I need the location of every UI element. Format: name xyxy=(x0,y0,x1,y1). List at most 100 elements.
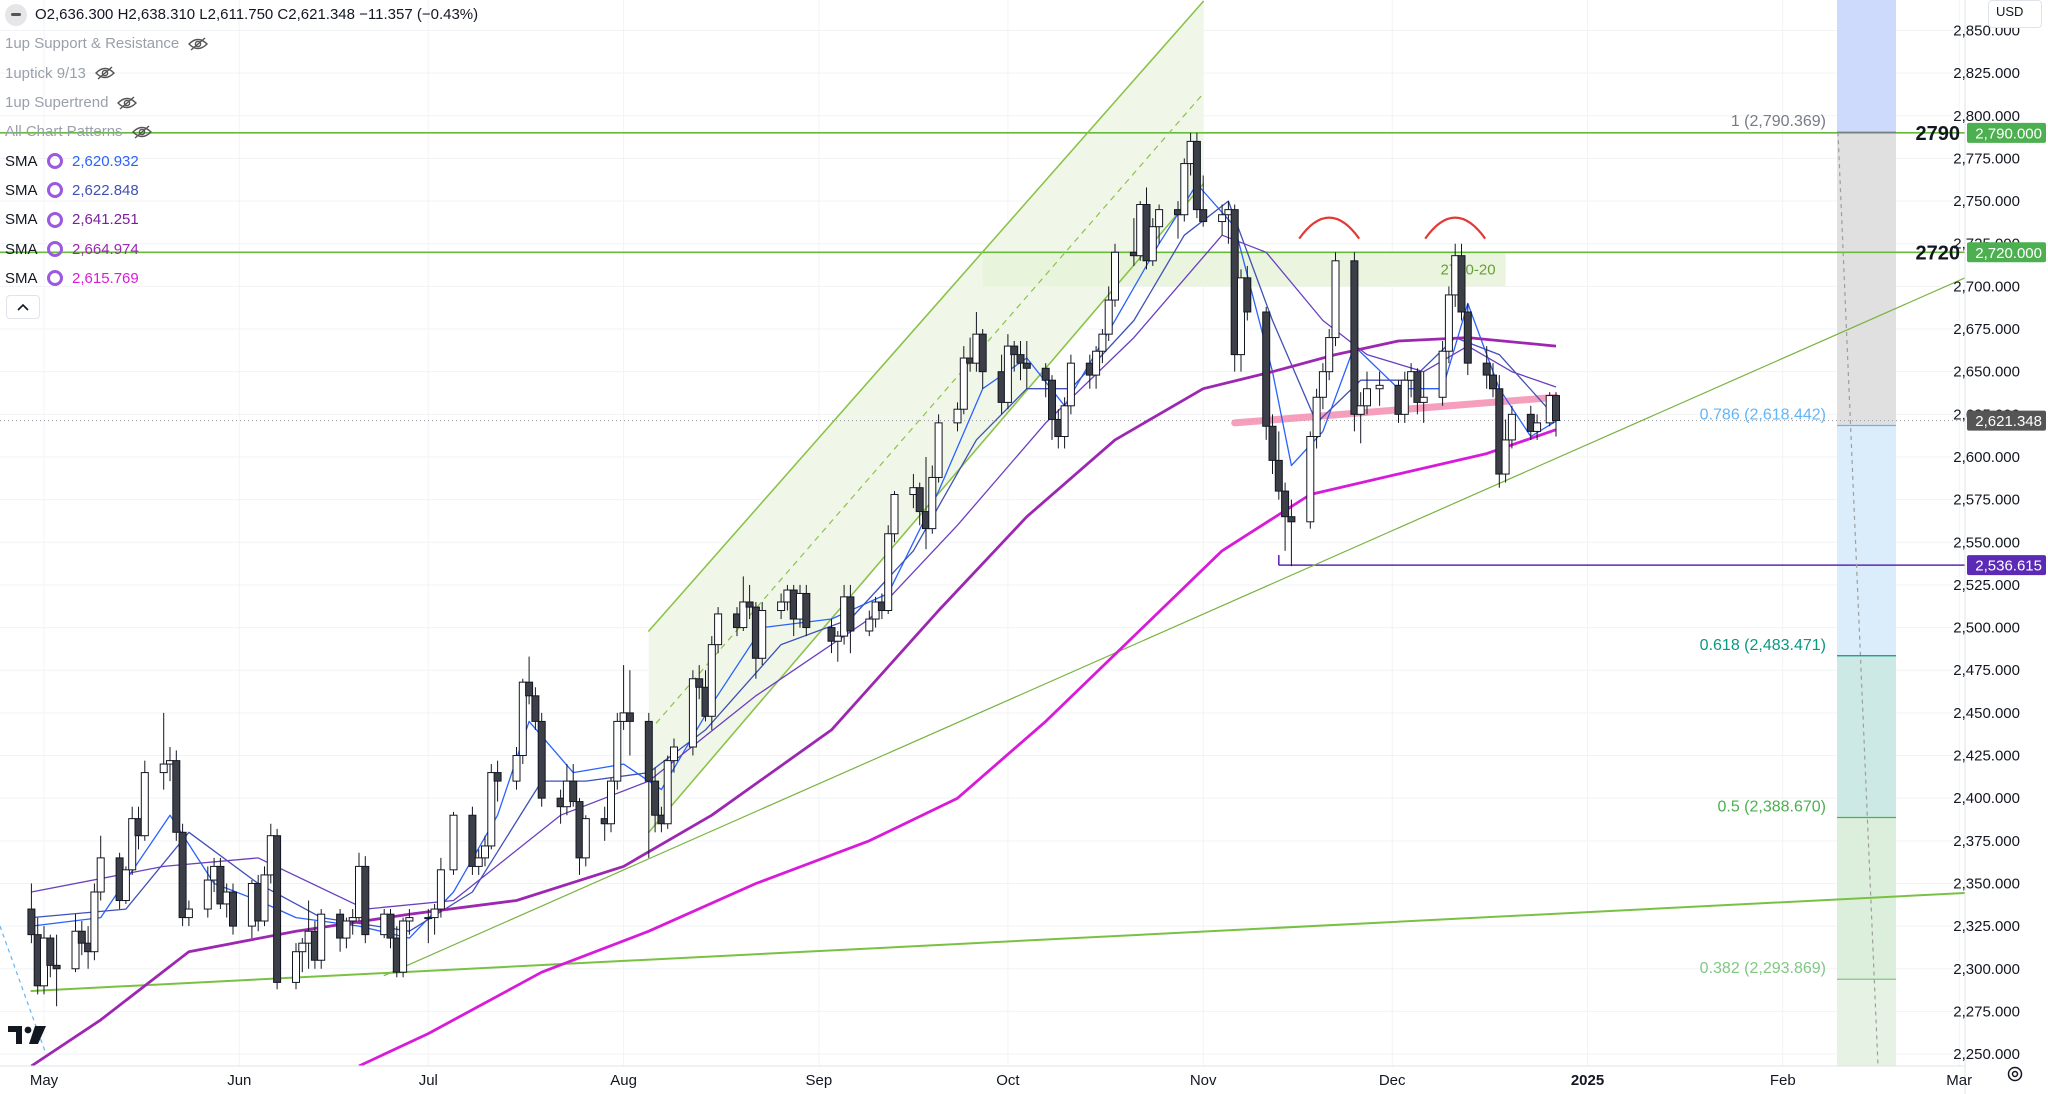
candle-body xyxy=(953,408,962,424)
time-tick-label: May xyxy=(30,1072,59,1089)
candle-body xyxy=(474,857,483,867)
candle-body xyxy=(487,772,496,847)
candle-body xyxy=(1199,209,1208,223)
indicator-row[interactable]: All Chart Patterns xyxy=(5,117,478,146)
refresh-icon[interactable] xyxy=(47,182,63,199)
eye-off-icon[interactable] xyxy=(117,95,138,110)
candle-body xyxy=(90,891,99,953)
candle-body xyxy=(46,937,55,966)
fib-level-label: 1 (2,790.369) xyxy=(1731,113,1826,130)
candle-body xyxy=(890,494,899,535)
candle-body xyxy=(1048,379,1056,420)
candle-body xyxy=(1331,260,1340,339)
sma-label: SMA xyxy=(5,181,38,199)
currency-label: USD xyxy=(1996,4,2024,19)
symbol-menu-icon[interactable] xyxy=(5,3,27,26)
indicator-row[interactable]: 1uptick 9/13 xyxy=(5,59,478,88)
refresh-icon[interactable] xyxy=(47,153,63,170)
refresh-icon[interactable] xyxy=(47,211,63,228)
price-tick-label: 2,575.000 xyxy=(1953,492,2020,509)
eye-off-icon[interactable] xyxy=(94,66,115,80)
sma-value: 2,615.769 xyxy=(72,269,139,287)
candle-body xyxy=(52,964,61,970)
candle-body xyxy=(1237,277,1245,356)
candle-body xyxy=(430,908,439,919)
candle-body xyxy=(1281,490,1290,518)
candle-body xyxy=(140,772,149,837)
price-tick-label: 2,800.000 xyxy=(1953,108,2020,125)
candle-body xyxy=(512,755,521,782)
candle-body xyxy=(1444,294,1453,352)
candle-body xyxy=(128,818,137,871)
sma-row[interactable]: SMA 2,664.974 xyxy=(5,234,478,263)
sma-label: SMA xyxy=(5,240,38,258)
candle-body xyxy=(1262,311,1271,427)
pattern-arc xyxy=(1424,216,1487,240)
candle-body xyxy=(405,917,414,922)
candle-body xyxy=(27,908,36,936)
candle-body xyxy=(1482,362,1491,376)
collapse-legend-button[interactable] xyxy=(6,295,40,319)
candle-body xyxy=(292,951,300,983)
price-label-box xyxy=(1967,555,2046,576)
time-tick-label: 2025 xyxy=(1571,1072,1604,1089)
candle-body xyxy=(1111,251,1119,301)
zone-label: 2700-20 xyxy=(1441,261,1496,278)
indicator-row[interactable]: 1up Support & Resistance xyxy=(5,29,478,58)
indicator-name: 1up Support & Resistance xyxy=(5,35,180,53)
sma-row[interactable]: SMA 2,622.848 xyxy=(5,176,478,205)
price-tick-label: 2,275.000 xyxy=(1953,1003,2020,1020)
candle-body xyxy=(1350,260,1359,415)
candle-body xyxy=(1274,459,1283,492)
candle-body xyxy=(1104,299,1113,335)
price-tick-label: 2,350.000 xyxy=(1953,875,2020,892)
price-tick-label: 2,675.000 xyxy=(1953,321,2020,338)
pattern-arc xyxy=(1298,216,1361,240)
fib-trend-line xyxy=(1837,132,1879,1067)
fib-zone-lightblue xyxy=(1837,425,1896,656)
trendline xyxy=(30,890,1986,992)
tradingview-logo[interactable] xyxy=(8,1024,48,1051)
candle-body xyxy=(159,763,168,774)
eye-off-icon[interactable] xyxy=(188,37,209,51)
candle-body xyxy=(1501,439,1510,475)
candle-body xyxy=(260,874,269,922)
sma-row[interactable]: SMA 2,615.769 xyxy=(5,264,478,293)
settings-icon[interactable] xyxy=(2006,1065,2024,1088)
channel-midline xyxy=(648,93,1204,733)
candle-body xyxy=(399,920,408,973)
refresh-icon[interactable] xyxy=(47,270,63,287)
eye-off-icon[interactable] xyxy=(131,125,152,139)
candle-body xyxy=(959,357,968,410)
candle-body xyxy=(1318,371,1327,398)
indicator-row[interactable]: 1up Supertrend xyxy=(5,88,478,117)
indicator-name: 1uptick 9/13 xyxy=(5,64,86,82)
candle-body xyxy=(1507,413,1516,441)
sma-row[interactable]: SMA 2,641.251 xyxy=(5,205,478,234)
price-tick-label: 2,425.000 xyxy=(1953,748,2020,765)
candle-body xyxy=(1356,405,1365,415)
sma-row[interactable]: SMA 2,620.932 xyxy=(5,146,478,175)
candle-body xyxy=(613,720,622,782)
candle-body xyxy=(651,780,660,816)
candle-body xyxy=(386,913,395,939)
candle-body xyxy=(1306,436,1315,523)
currency-selector[interactable]: USD xyxy=(1968,0,2048,28)
fib-level-label: 0.618 (2,483.471) xyxy=(1700,637,1826,654)
candle-body xyxy=(1463,311,1472,364)
candle-body xyxy=(1148,226,1157,262)
candle-body xyxy=(1218,214,1227,223)
time-tick-label: Nov xyxy=(1190,1072,1217,1089)
candle-body xyxy=(298,942,307,953)
price-tick-label: 2,600.000 xyxy=(1953,449,2020,466)
candle-body xyxy=(121,869,130,902)
candle-body xyxy=(1413,371,1422,403)
price-tick-label: 2,525.000 xyxy=(1953,577,2020,594)
candle-body xyxy=(1022,362,1031,369)
price-tick-label: 2,775.000 xyxy=(1953,150,2020,167)
price-tick-label: 2,500.000 xyxy=(1953,620,2020,637)
candle-body xyxy=(1489,374,1497,390)
refresh-icon[interactable] xyxy=(47,241,63,258)
candle-body xyxy=(481,845,489,859)
